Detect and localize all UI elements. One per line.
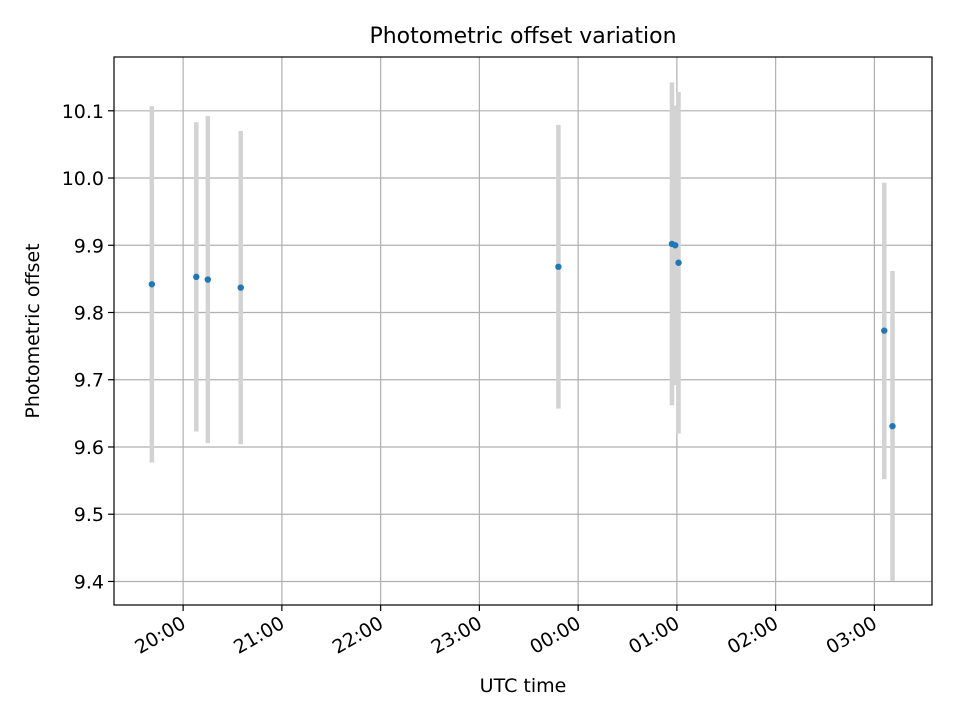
chart-title: Photometric offset variation xyxy=(369,24,676,49)
data-point xyxy=(237,284,244,291)
data-point xyxy=(672,242,679,249)
y-tick-label: 9.7 xyxy=(74,370,104,392)
y-tick-label: 10.0 xyxy=(62,168,104,190)
data-point xyxy=(204,276,212,283)
plot-frame xyxy=(113,56,933,606)
data-point xyxy=(555,263,562,270)
x-axis-label: UTC time xyxy=(480,675,567,697)
data-points xyxy=(148,240,896,430)
data-point xyxy=(148,281,156,288)
data-point xyxy=(881,327,888,334)
data-point xyxy=(889,422,896,430)
y-axis-ticks: 9.4 9.5 9.6 9.7 9.8 9.9 10.0 10.1 xyxy=(62,101,114,593)
y-tick-label: 9.5 xyxy=(74,504,104,526)
y-tick-label: 9.6 xyxy=(74,437,104,459)
y-axis-label: Photometric offset xyxy=(22,243,44,418)
data-point xyxy=(193,273,200,281)
y-tick-label: 10.1 xyxy=(62,101,104,123)
y-tick-label: 9.4 xyxy=(74,571,104,593)
data-point xyxy=(675,259,682,266)
y-tick-label: 9.8 xyxy=(74,303,104,325)
y-tick-label: 9.9 xyxy=(74,235,104,257)
